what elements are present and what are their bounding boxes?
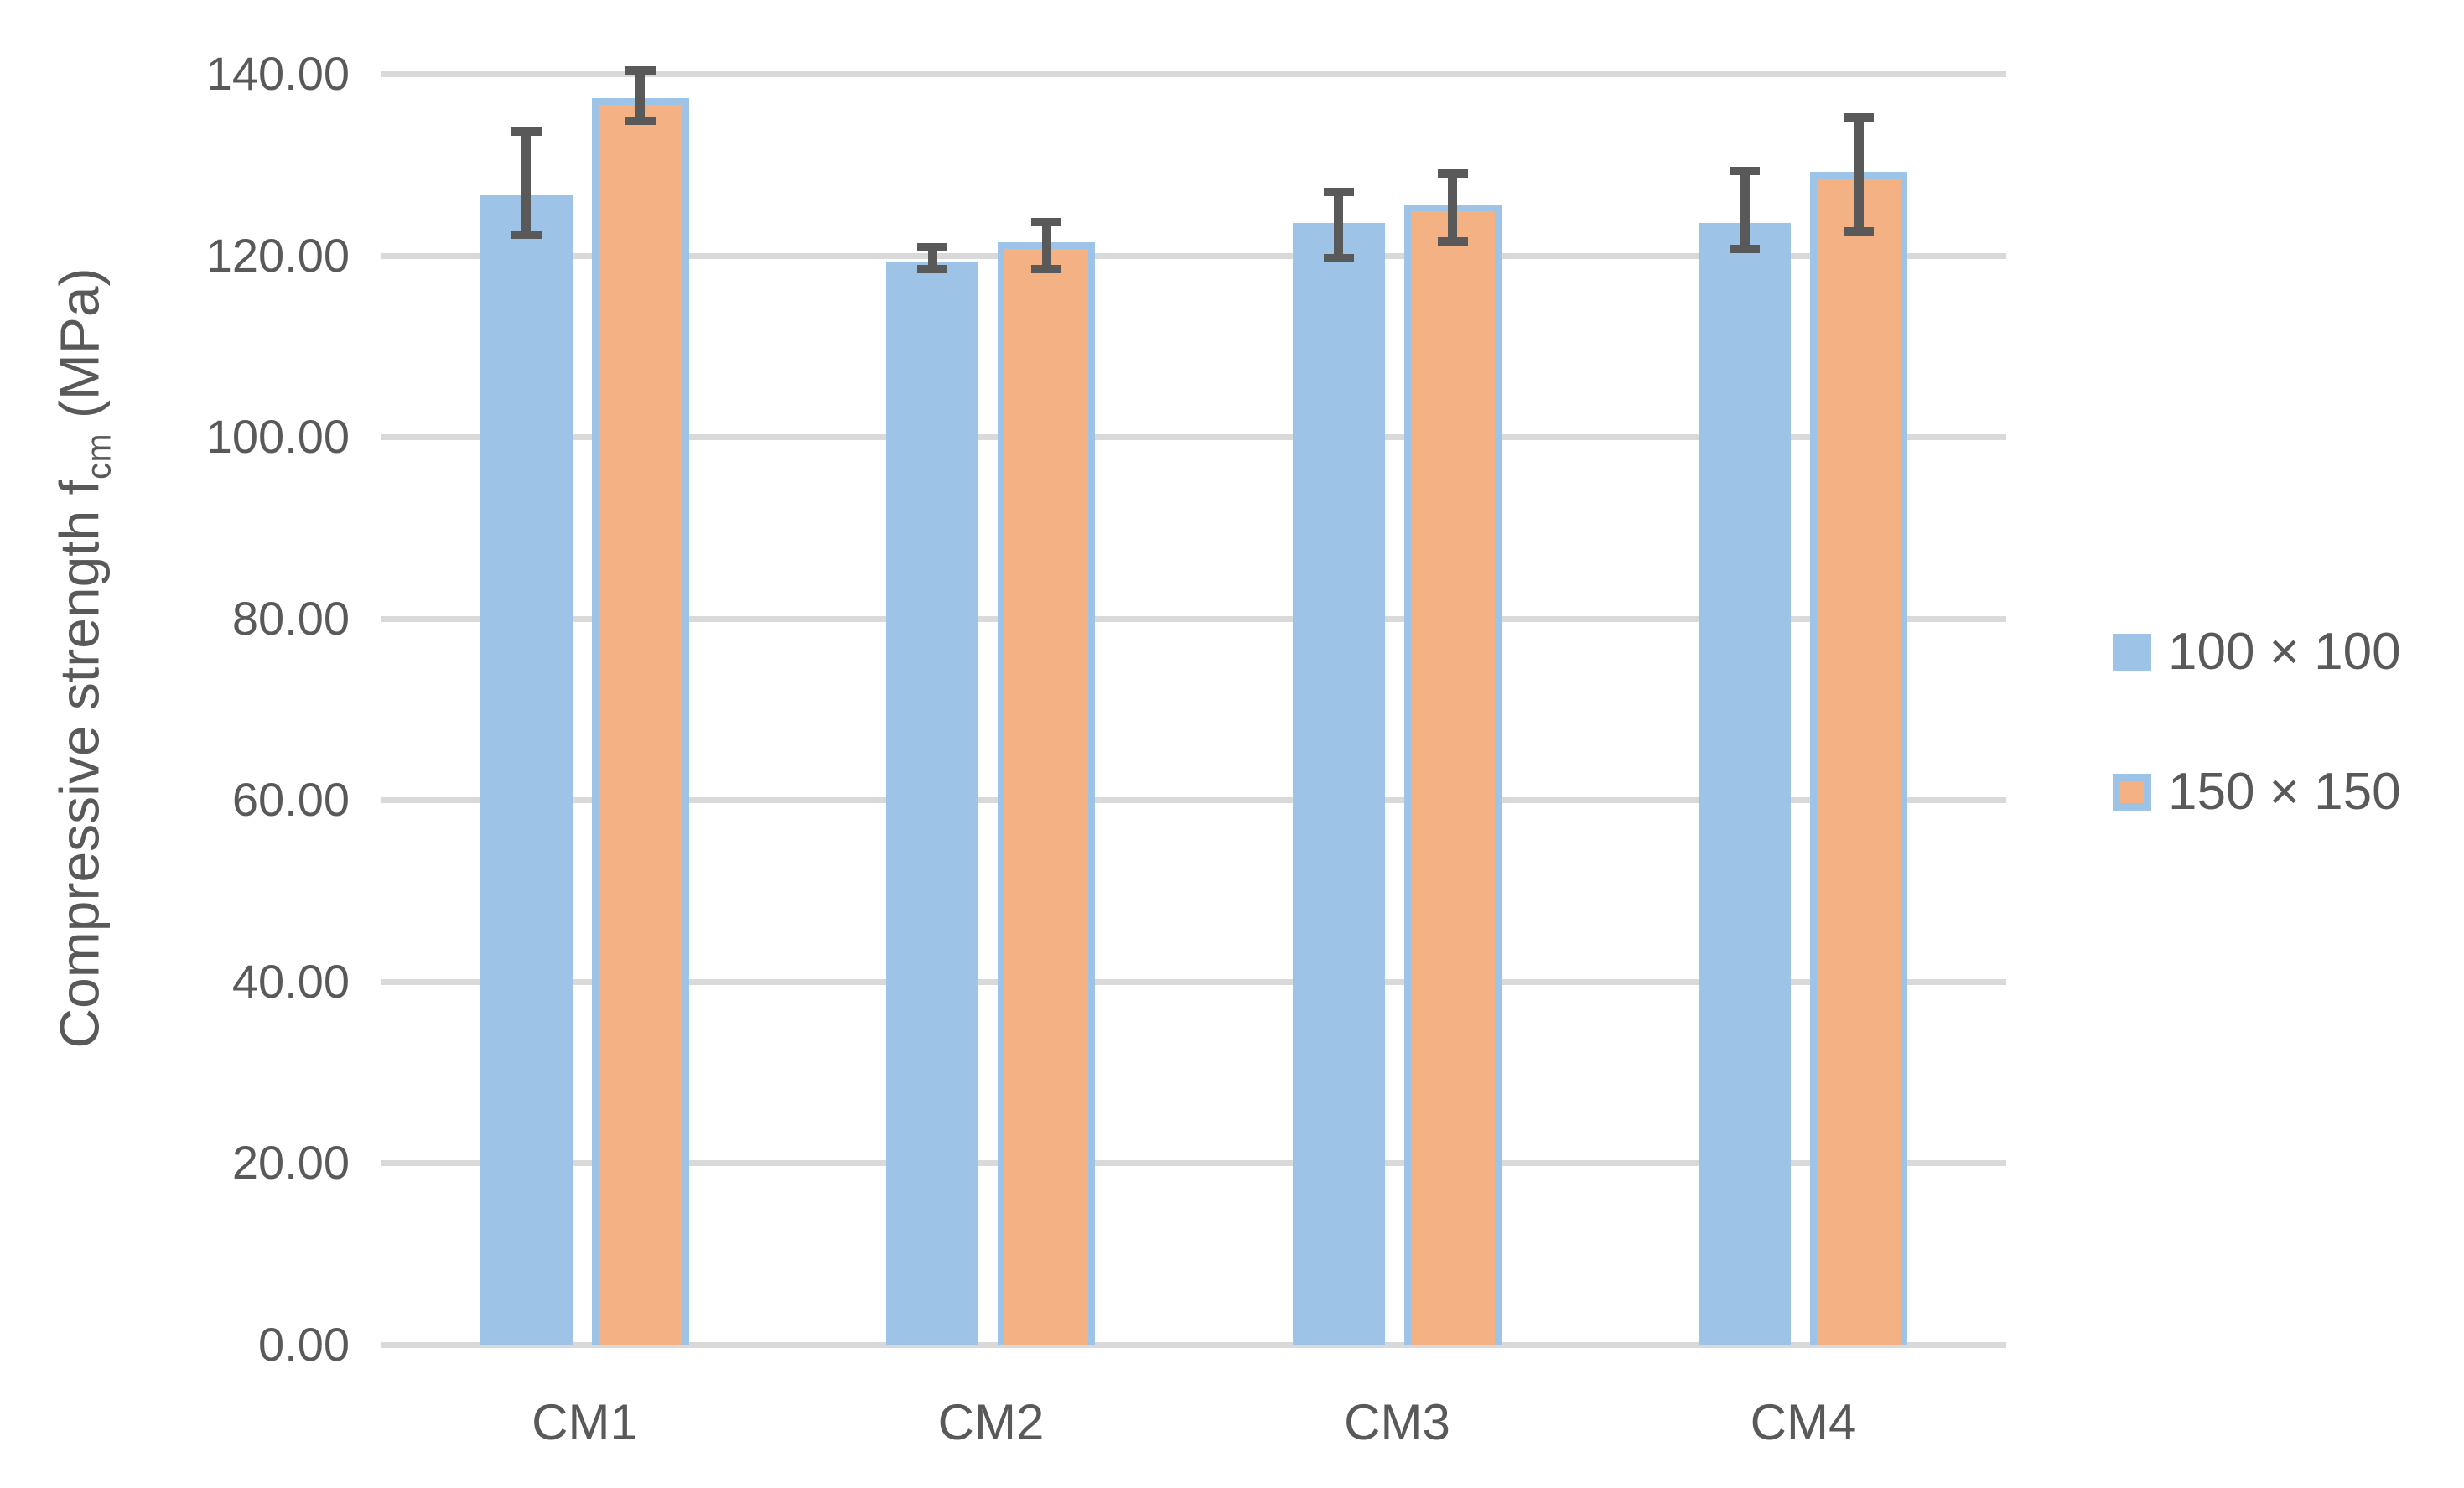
legend-label: 150 × 150 xyxy=(2168,763,2401,821)
bar-cm4-series1 xyxy=(1699,222,1792,1345)
bar-cm2-series1 xyxy=(886,262,979,1345)
y-tick-label: 20.00 xyxy=(231,1136,350,1190)
y-tick-label: 40.00 xyxy=(231,954,350,1008)
error-bar-line xyxy=(1854,117,1864,232)
x-category-label: CM3 xyxy=(1344,1394,1450,1450)
error-bar-line xyxy=(1334,191,1344,258)
error-bar-line xyxy=(1041,221,1051,269)
error-bar-cap xyxy=(625,117,656,126)
error-bar-cap xyxy=(1437,237,1468,246)
y-tick-label: 0.00 xyxy=(258,1318,350,1371)
error-bar-cap xyxy=(1730,245,1761,254)
y-axis-title: Compressive strength fcm (MPa) xyxy=(47,267,118,1048)
x-axis-line xyxy=(381,1342,2006,1348)
bar-cm1-series1 xyxy=(480,195,573,1345)
bar-cm3-series2 xyxy=(1403,205,1502,1345)
legend-swatch-icon xyxy=(2113,633,2151,671)
error-bar-cap xyxy=(625,65,656,75)
legend: 100 × 100 150 × 150 xyxy=(2113,622,2401,822)
x-category-label: CM4 xyxy=(1750,1394,1857,1450)
x-category-label: CM2 xyxy=(937,1394,1045,1450)
error-bar-cap xyxy=(511,230,542,239)
error-bar-line xyxy=(635,70,646,122)
error-bar-cap xyxy=(1323,187,1354,196)
gridline xyxy=(381,615,2006,622)
gridline xyxy=(381,434,2006,441)
gridline xyxy=(381,797,2006,804)
gridline xyxy=(381,252,2006,259)
bar-cm4-series2 xyxy=(1810,172,1908,1345)
legend-swatch-icon xyxy=(2113,773,2151,811)
error-bar-cap xyxy=(1031,217,1062,226)
error-bar-cap xyxy=(1844,227,1875,236)
bar-cm3-series1 xyxy=(1292,222,1385,1345)
x-category-label: CM1 xyxy=(532,1394,638,1450)
error-bar-cap xyxy=(1031,264,1062,273)
error-bar-line xyxy=(1448,174,1458,242)
error-bar-cap xyxy=(1437,169,1468,179)
legend-item: 100 × 100 xyxy=(2113,622,2401,682)
legend-item: 150 × 150 xyxy=(2113,762,2401,822)
error-bar-line xyxy=(927,246,937,269)
gridline xyxy=(381,978,2006,985)
error-bar-cap xyxy=(1730,166,1761,175)
bar-cm1-series2 xyxy=(591,98,689,1345)
plot-area xyxy=(381,17,2006,1348)
error-bar-cap xyxy=(511,127,542,137)
legend-label: 100 × 100 xyxy=(2168,623,2401,681)
gridline xyxy=(381,71,2006,78)
error-bar-cap xyxy=(1323,253,1354,262)
error-bar-line xyxy=(521,132,532,235)
y-tick-label: 100.00 xyxy=(205,410,350,464)
error-bar-cap xyxy=(1844,113,1875,122)
error-bar-cap xyxy=(917,264,948,273)
error-bar-line xyxy=(1740,170,1750,250)
bar-cm2-series2 xyxy=(998,242,1096,1345)
error-bar-cap xyxy=(917,242,948,251)
y-tick-label: 80.00 xyxy=(231,591,350,645)
y-tick-label: 140.00 xyxy=(205,47,350,101)
gridline xyxy=(381,1160,2006,1167)
y-tick-label: 120.00 xyxy=(205,228,350,282)
y-tick-label: 60.00 xyxy=(231,773,350,827)
